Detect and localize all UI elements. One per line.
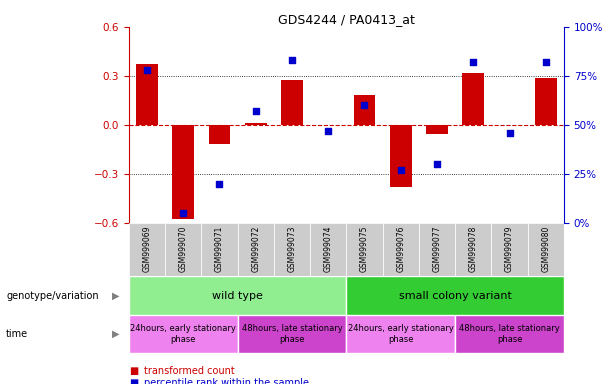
Bar: [237, 315, 346, 353]
Bar: [129, 223, 165, 276]
Text: GSM999074: GSM999074: [324, 225, 333, 272]
Text: GSM999078: GSM999078: [469, 225, 478, 272]
Text: ▶: ▶: [112, 291, 120, 301]
Point: [215, 180, 224, 187]
Text: GSM999070: GSM999070: [178, 225, 188, 272]
Text: transformed count: transformed count: [144, 366, 235, 376]
Bar: [274, 223, 310, 276]
Text: GSM999075: GSM999075: [360, 225, 369, 272]
Bar: [208, 125, 230, 144]
Text: GSM999076: GSM999076: [396, 225, 405, 272]
Point: [360, 102, 370, 108]
Point: [504, 129, 514, 136]
Text: GSM999077: GSM999077: [433, 225, 441, 272]
Text: time: time: [6, 329, 28, 339]
Text: ▶: ▶: [112, 329, 120, 339]
Bar: [245, 123, 267, 125]
Bar: [310, 223, 346, 276]
Bar: [492, 223, 528, 276]
Bar: [390, 125, 411, 187]
Bar: [455, 223, 492, 276]
Bar: [136, 65, 158, 125]
Point: [251, 108, 261, 114]
Text: GSM999071: GSM999071: [215, 225, 224, 272]
Bar: [346, 276, 564, 315]
Text: 24hours, early stationary
phase: 24hours, early stationary phase: [348, 324, 454, 344]
Bar: [426, 125, 448, 134]
Text: percentile rank within the sample: percentile rank within the sample: [144, 378, 309, 384]
Bar: [346, 223, 383, 276]
Point: [323, 127, 333, 134]
Bar: [129, 276, 346, 315]
Bar: [528, 223, 564, 276]
Bar: [354, 96, 375, 125]
Bar: [172, 125, 194, 220]
Point: [178, 210, 188, 216]
Bar: [383, 223, 419, 276]
Text: 24hours, early stationary
phase: 24hours, early stationary phase: [130, 324, 236, 344]
Point: [142, 67, 152, 73]
Bar: [165, 223, 201, 276]
Bar: [346, 315, 455, 353]
Text: ■: ■: [129, 366, 138, 376]
Text: GSM999073: GSM999073: [287, 225, 297, 272]
Text: 48hours, late stationary
phase: 48hours, late stationary phase: [459, 324, 560, 344]
Bar: [455, 315, 564, 353]
Bar: [201, 223, 237, 276]
Text: GSM999072: GSM999072: [251, 225, 260, 272]
Point: [287, 57, 297, 63]
Text: small colony variant: small colony variant: [398, 291, 512, 301]
Bar: [281, 80, 303, 125]
Bar: [129, 315, 237, 353]
Text: GSM999080: GSM999080: [541, 225, 550, 272]
Point: [432, 161, 442, 167]
Point: [541, 59, 550, 65]
Text: 48hours, late stationary
phase: 48hours, late stationary phase: [242, 324, 342, 344]
Text: wild type: wild type: [212, 291, 263, 301]
Text: ■: ■: [129, 378, 138, 384]
Text: GSM999079: GSM999079: [505, 225, 514, 272]
Text: genotype/variation: genotype/variation: [6, 291, 99, 301]
Bar: [237, 223, 274, 276]
Bar: [419, 223, 455, 276]
Bar: [535, 78, 557, 125]
Text: GSM999069: GSM999069: [142, 225, 151, 272]
Bar: [462, 73, 484, 125]
Point: [396, 167, 406, 173]
Point: [468, 59, 478, 65]
Title: GDS4244 / PA0413_at: GDS4244 / PA0413_at: [278, 13, 415, 26]
